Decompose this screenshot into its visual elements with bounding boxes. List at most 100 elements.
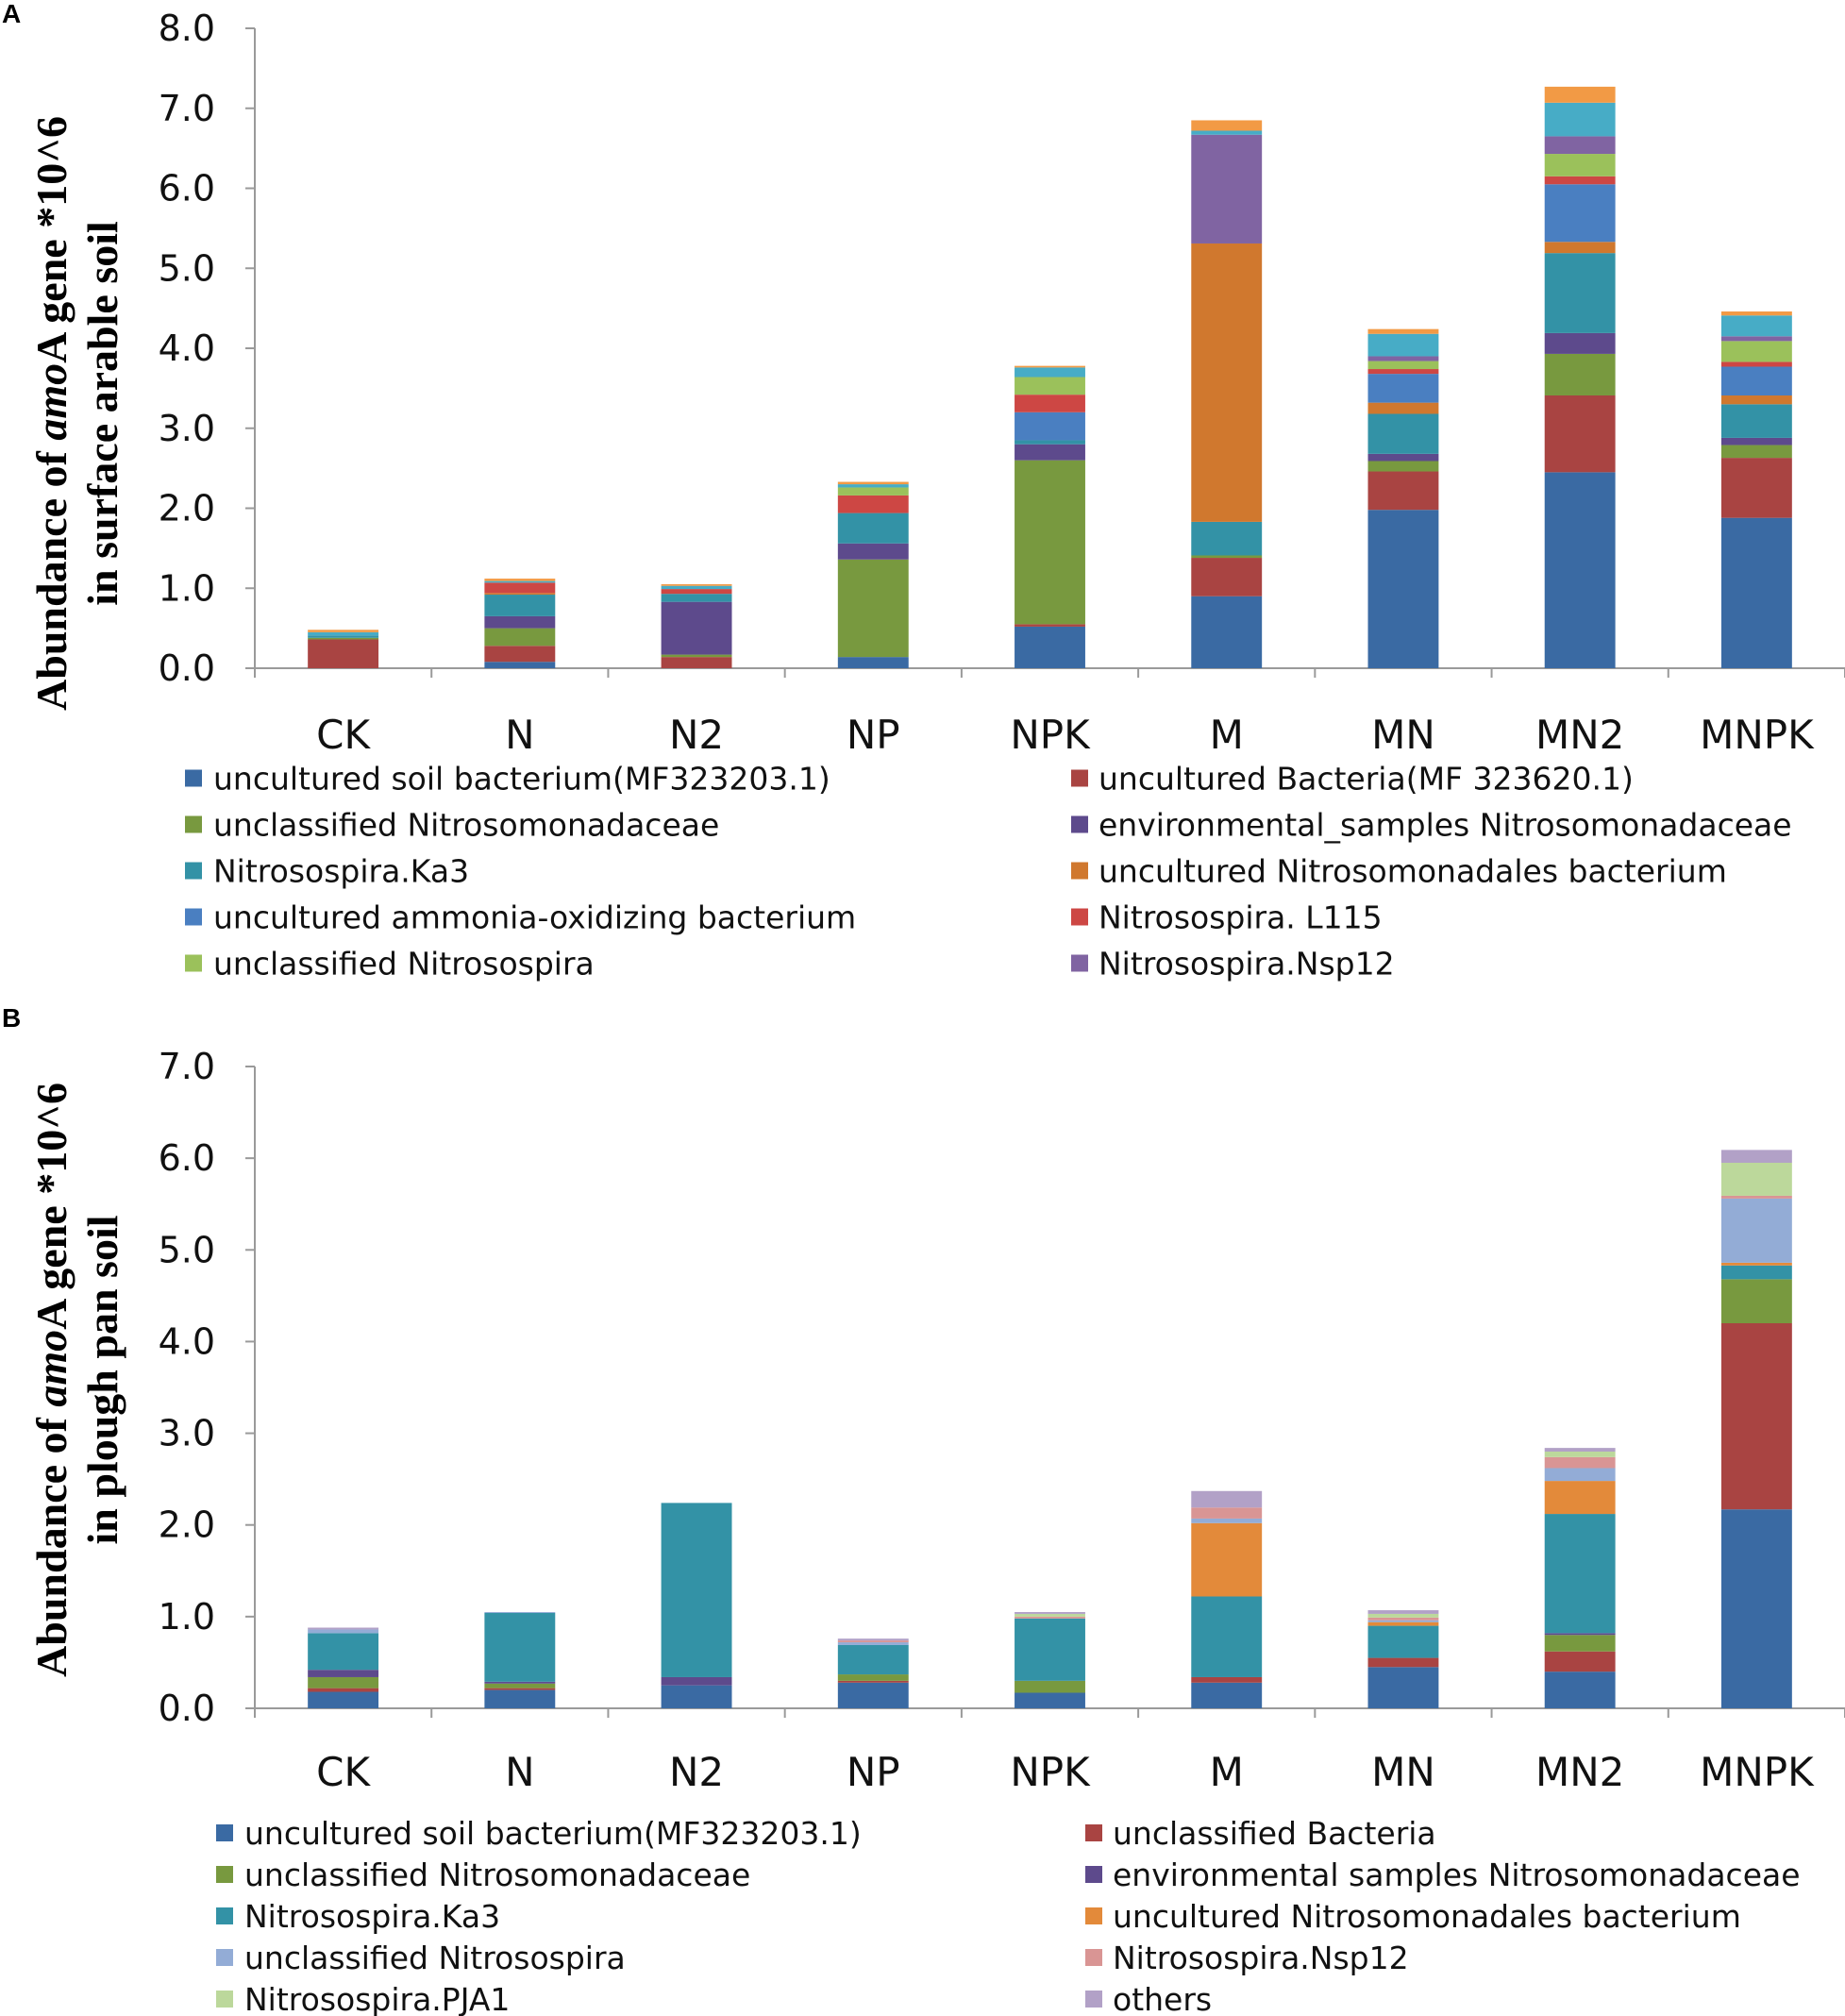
bar-segment — [661, 1676, 732, 1686]
bar-segment — [484, 1612, 556, 1682]
bar-segment — [1720, 395, 1792, 405]
y-tick-label: 5.0 — [159, 1229, 215, 1270]
bar-segment — [1015, 444, 1085, 461]
legend-label: Nitrosospira.PJA1 — [244, 1981, 510, 2016]
y-tick-label: 2.0 — [159, 488, 215, 529]
legend-label: uncultured Nitrosomonadales bacterium — [1113, 1898, 1741, 1935]
bar-segment — [308, 635, 379, 638]
bar-segment — [1544, 184, 1616, 243]
bar-segment — [837, 1680, 909, 1683]
bar-segment — [1367, 374, 1439, 403]
bar-segment — [308, 1688, 379, 1692]
bar-segment — [308, 1676, 379, 1688]
bar-segment — [1191, 1518, 1263, 1523]
bar-segment — [1544, 1481, 1616, 1515]
legend-swatch — [1085, 1991, 1102, 2008]
legend-label: others — [1113, 1981, 1212, 2016]
legend-swatch — [216, 1824, 233, 1841]
bar-segment — [837, 1682, 909, 1708]
bar-segment — [1367, 1667, 1439, 1708]
legend-swatch — [216, 1907, 233, 1924]
bar-segment — [308, 639, 379, 668]
legend-swatch — [185, 815, 202, 833]
bar-segment — [1191, 120, 1263, 131]
bar-segment — [1720, 361, 1792, 367]
legend-label: Nitrosospira.Nsp12 — [1099, 946, 1395, 983]
legend-label: uncultured ammonia-oxidizing bacterium — [213, 899, 856, 936]
bar-segment — [661, 601, 732, 655]
panel-b: B 0.0 1.0 2.0 3.0 4.0 5.0 6.0 7.0 CK N N2 NP NPK M MN M… — [2, 1003, 1845, 2016]
bar-segment — [484, 1683, 556, 1688]
x-category-label: N2 — [669, 712, 724, 758]
bar-segment — [1544, 332, 1616, 354]
bar-segment — [1367, 328, 1439, 334]
legend-label: uncultured soil bacterium(MF323203.1) — [213, 761, 830, 798]
legend-label: Nitrosospira.Nsp12 — [1113, 1940, 1409, 1976]
legend-swatch — [185, 862, 202, 880]
y-tick-label: 2.0 — [159, 1504, 215, 1546]
bar-segment — [661, 1503, 732, 1677]
y-tick-label: 8.0 — [159, 8, 215, 49]
bar-segment — [1720, 311, 1792, 316]
bar-segment — [1544, 1456, 1616, 1469]
bar-segment — [1015, 1612, 1085, 1614]
bar-segment — [1720, 1150, 1792, 1163]
y-axis-title: Abundance of amoA gene *10^6in plough pa… — [27, 1083, 126, 1677]
bar-segment — [1367, 1625, 1439, 1658]
bar-segment — [1015, 1613, 1085, 1617]
panel-b-letter: B — [2, 1003, 21, 1033]
bar-segment — [1015, 440, 1085, 445]
bar-segment — [308, 1633, 379, 1671]
legend-label: unclassified Nitrosospira — [244, 1940, 626, 1976]
bar-segment — [484, 580, 556, 583]
x-category-label: CK — [316, 1749, 371, 1795]
bar-segment — [1544, 1468, 1616, 1482]
panel-a: A 0.0 1.0 2.0 3.0 4.0 5.0 6.0 7.0 8.0 CK N N2 NP NPK M… — [2, 0, 1845, 983]
x-category-label: M — [1210, 712, 1244, 758]
bar-segment — [1367, 1617, 1439, 1621]
bar-segment — [1544, 136, 1616, 155]
bar-segment — [1015, 624, 1085, 627]
bar-segment — [484, 1612, 556, 1613]
bar-segment — [661, 584, 732, 586]
bar-segment — [308, 631, 379, 636]
legend-label: uncultured Bacteria(MF 323620.1) — [1099, 761, 1634, 798]
bar-segment — [1191, 1522, 1263, 1597]
bar-segment — [1015, 1618, 1085, 1681]
bar-segment — [837, 487, 909, 496]
bar-segment — [1367, 1610, 1439, 1614]
x-category-label: MN — [1371, 712, 1435, 758]
y-tick-label: 4.0 — [159, 1320, 215, 1362]
bar-segment — [1367, 356, 1439, 361]
bar-segment — [484, 582, 556, 594]
bar-segment — [1191, 1507, 1263, 1519]
bar-segment — [1544, 1514, 1616, 1634]
bar-segment — [837, 481, 909, 485]
bar-segment — [661, 589, 732, 595]
x-category-label: N — [505, 1749, 534, 1795]
bar-segment — [1015, 460, 1085, 625]
x-category-label: MN2 — [1535, 1749, 1624, 1795]
bar-segment — [1720, 1262, 1792, 1266]
bar-segment — [1544, 1672, 1616, 1708]
bar-segment — [837, 1640, 909, 1643]
bar-segment — [1720, 1265, 1792, 1280]
bar-segment — [484, 1681, 556, 1684]
bar-segment — [661, 654, 732, 658]
bar-segment — [1720, 1323, 1792, 1510]
bar-segment — [1367, 461, 1439, 472]
bar-segment — [1191, 134, 1263, 244]
bar-segment — [484, 628, 556, 647]
bar-segment — [1720, 315, 1792, 337]
legend-swatch — [1071, 862, 1088, 880]
bar-segment — [1191, 555, 1263, 559]
y-tick-label: 7.0 — [159, 88, 215, 129]
bar-segment — [661, 1685, 732, 1708]
x-category-label: MNPK — [1700, 1749, 1815, 1795]
bar-segment — [661, 657, 732, 668]
legend-label: unclassified Nitrosospira — [213, 946, 595, 983]
bar-segment — [1720, 404, 1792, 438]
x-category-label: MNPK — [1700, 712, 1815, 758]
legend-swatch — [216, 1991, 233, 2008]
legend-swatch — [185, 954, 202, 972]
